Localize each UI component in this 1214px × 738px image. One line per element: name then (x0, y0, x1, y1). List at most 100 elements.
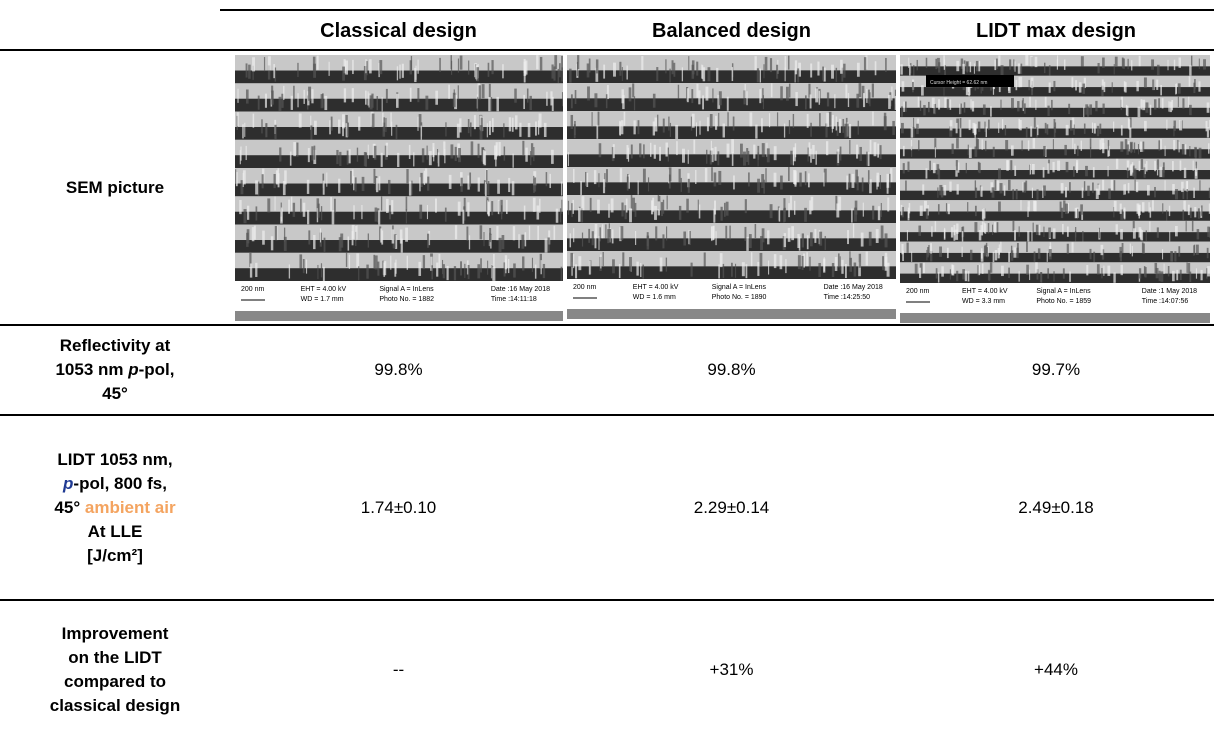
texture (766, 148, 770, 163)
texture (1052, 139, 1054, 150)
texture (1082, 83, 1086, 94)
texture (1137, 106, 1141, 118)
texture (1025, 180, 1028, 191)
texture (761, 228, 765, 243)
texture (408, 144, 411, 160)
texture (769, 58, 773, 73)
texture (597, 199, 600, 214)
texture (479, 125, 483, 140)
texture (659, 146, 661, 161)
texture (900, 179, 1210, 191)
texture (665, 257, 668, 272)
texture (307, 148, 310, 163)
texture (1076, 162, 1078, 173)
texture (997, 168, 1001, 179)
texture (794, 172, 797, 187)
texture (1131, 246, 1133, 257)
texture (1182, 98, 1185, 109)
texture (1175, 189, 1179, 200)
texture (730, 262, 733, 277)
texture (693, 139, 696, 154)
texture (1120, 141, 1124, 152)
texture (310, 125, 313, 140)
sem-image: 200 nm EHT = 4.00 kV WD = 1.6 mm Signal A =… (567, 55, 896, 319)
texture (691, 60, 695, 75)
texture (622, 252, 625, 267)
texture (589, 197, 592, 212)
texture (448, 84, 450, 99)
texture (810, 196, 814, 211)
texture (1012, 220, 1015, 232)
texture (1008, 82, 1011, 94)
texture (1085, 165, 1088, 177)
texture (1198, 58, 1200, 69)
texture (858, 83, 862, 98)
texture (1071, 242, 1074, 253)
texture (1208, 203, 1210, 214)
texture (741, 262, 745, 277)
texture (831, 263, 835, 278)
texture (273, 64, 275, 79)
texture (974, 180, 977, 191)
texture (901, 81, 905, 92)
texture (235, 139, 563, 156)
texture (488, 97, 491, 112)
texture (595, 67, 599, 82)
texture (319, 228, 322, 243)
texture (982, 210, 985, 221)
texture (1129, 165, 1133, 176)
texture (1081, 187, 1084, 198)
texture (561, 92, 563, 107)
texture (237, 112, 239, 127)
texture (956, 118, 959, 129)
texture (944, 65, 946, 76)
texture (960, 58, 964, 69)
texture (1043, 185, 1046, 196)
texture (1131, 60, 1133, 71)
texture (712, 88, 714, 103)
texture (906, 242, 909, 253)
texture (1075, 80, 1077, 91)
texture (290, 95, 293, 110)
texture (815, 150, 817, 165)
texture (908, 57, 910, 68)
texture (1142, 141, 1145, 152)
texture (985, 140, 987, 152)
texture (742, 151, 746, 166)
texture (632, 197, 635, 212)
texture (578, 207, 581, 222)
rule (0, 324, 1214, 326)
texture (1095, 188, 1099, 200)
texture (390, 255, 392, 270)
texture (824, 235, 826, 250)
texture (744, 226, 747, 241)
texture (489, 227, 492, 243)
texture (924, 200, 927, 212)
texture (1135, 181, 1139, 193)
texture (955, 229, 959, 240)
texture (762, 88, 764, 103)
texture (778, 207, 781, 222)
texture (1181, 181, 1184, 193)
texture (840, 59, 843, 74)
texture (417, 116, 419, 131)
texture (1081, 209, 1084, 220)
label-text: At LLE (87, 521, 143, 541)
texture (779, 255, 783, 270)
texture (746, 148, 749, 163)
texture (662, 199, 665, 214)
texture (385, 88, 388, 104)
texture (657, 201, 661, 216)
texture (1162, 162, 1165, 173)
texture (1178, 142, 1180, 153)
texture (641, 56, 644, 71)
texture (818, 262, 821, 277)
texture (240, 180, 244, 195)
texture (886, 179, 889, 194)
texture (523, 94, 525, 110)
texture (297, 93, 299, 108)
rule (220, 9, 1214, 11)
texture (380, 228, 383, 243)
texture (931, 226, 933, 237)
texture (745, 264, 748, 279)
